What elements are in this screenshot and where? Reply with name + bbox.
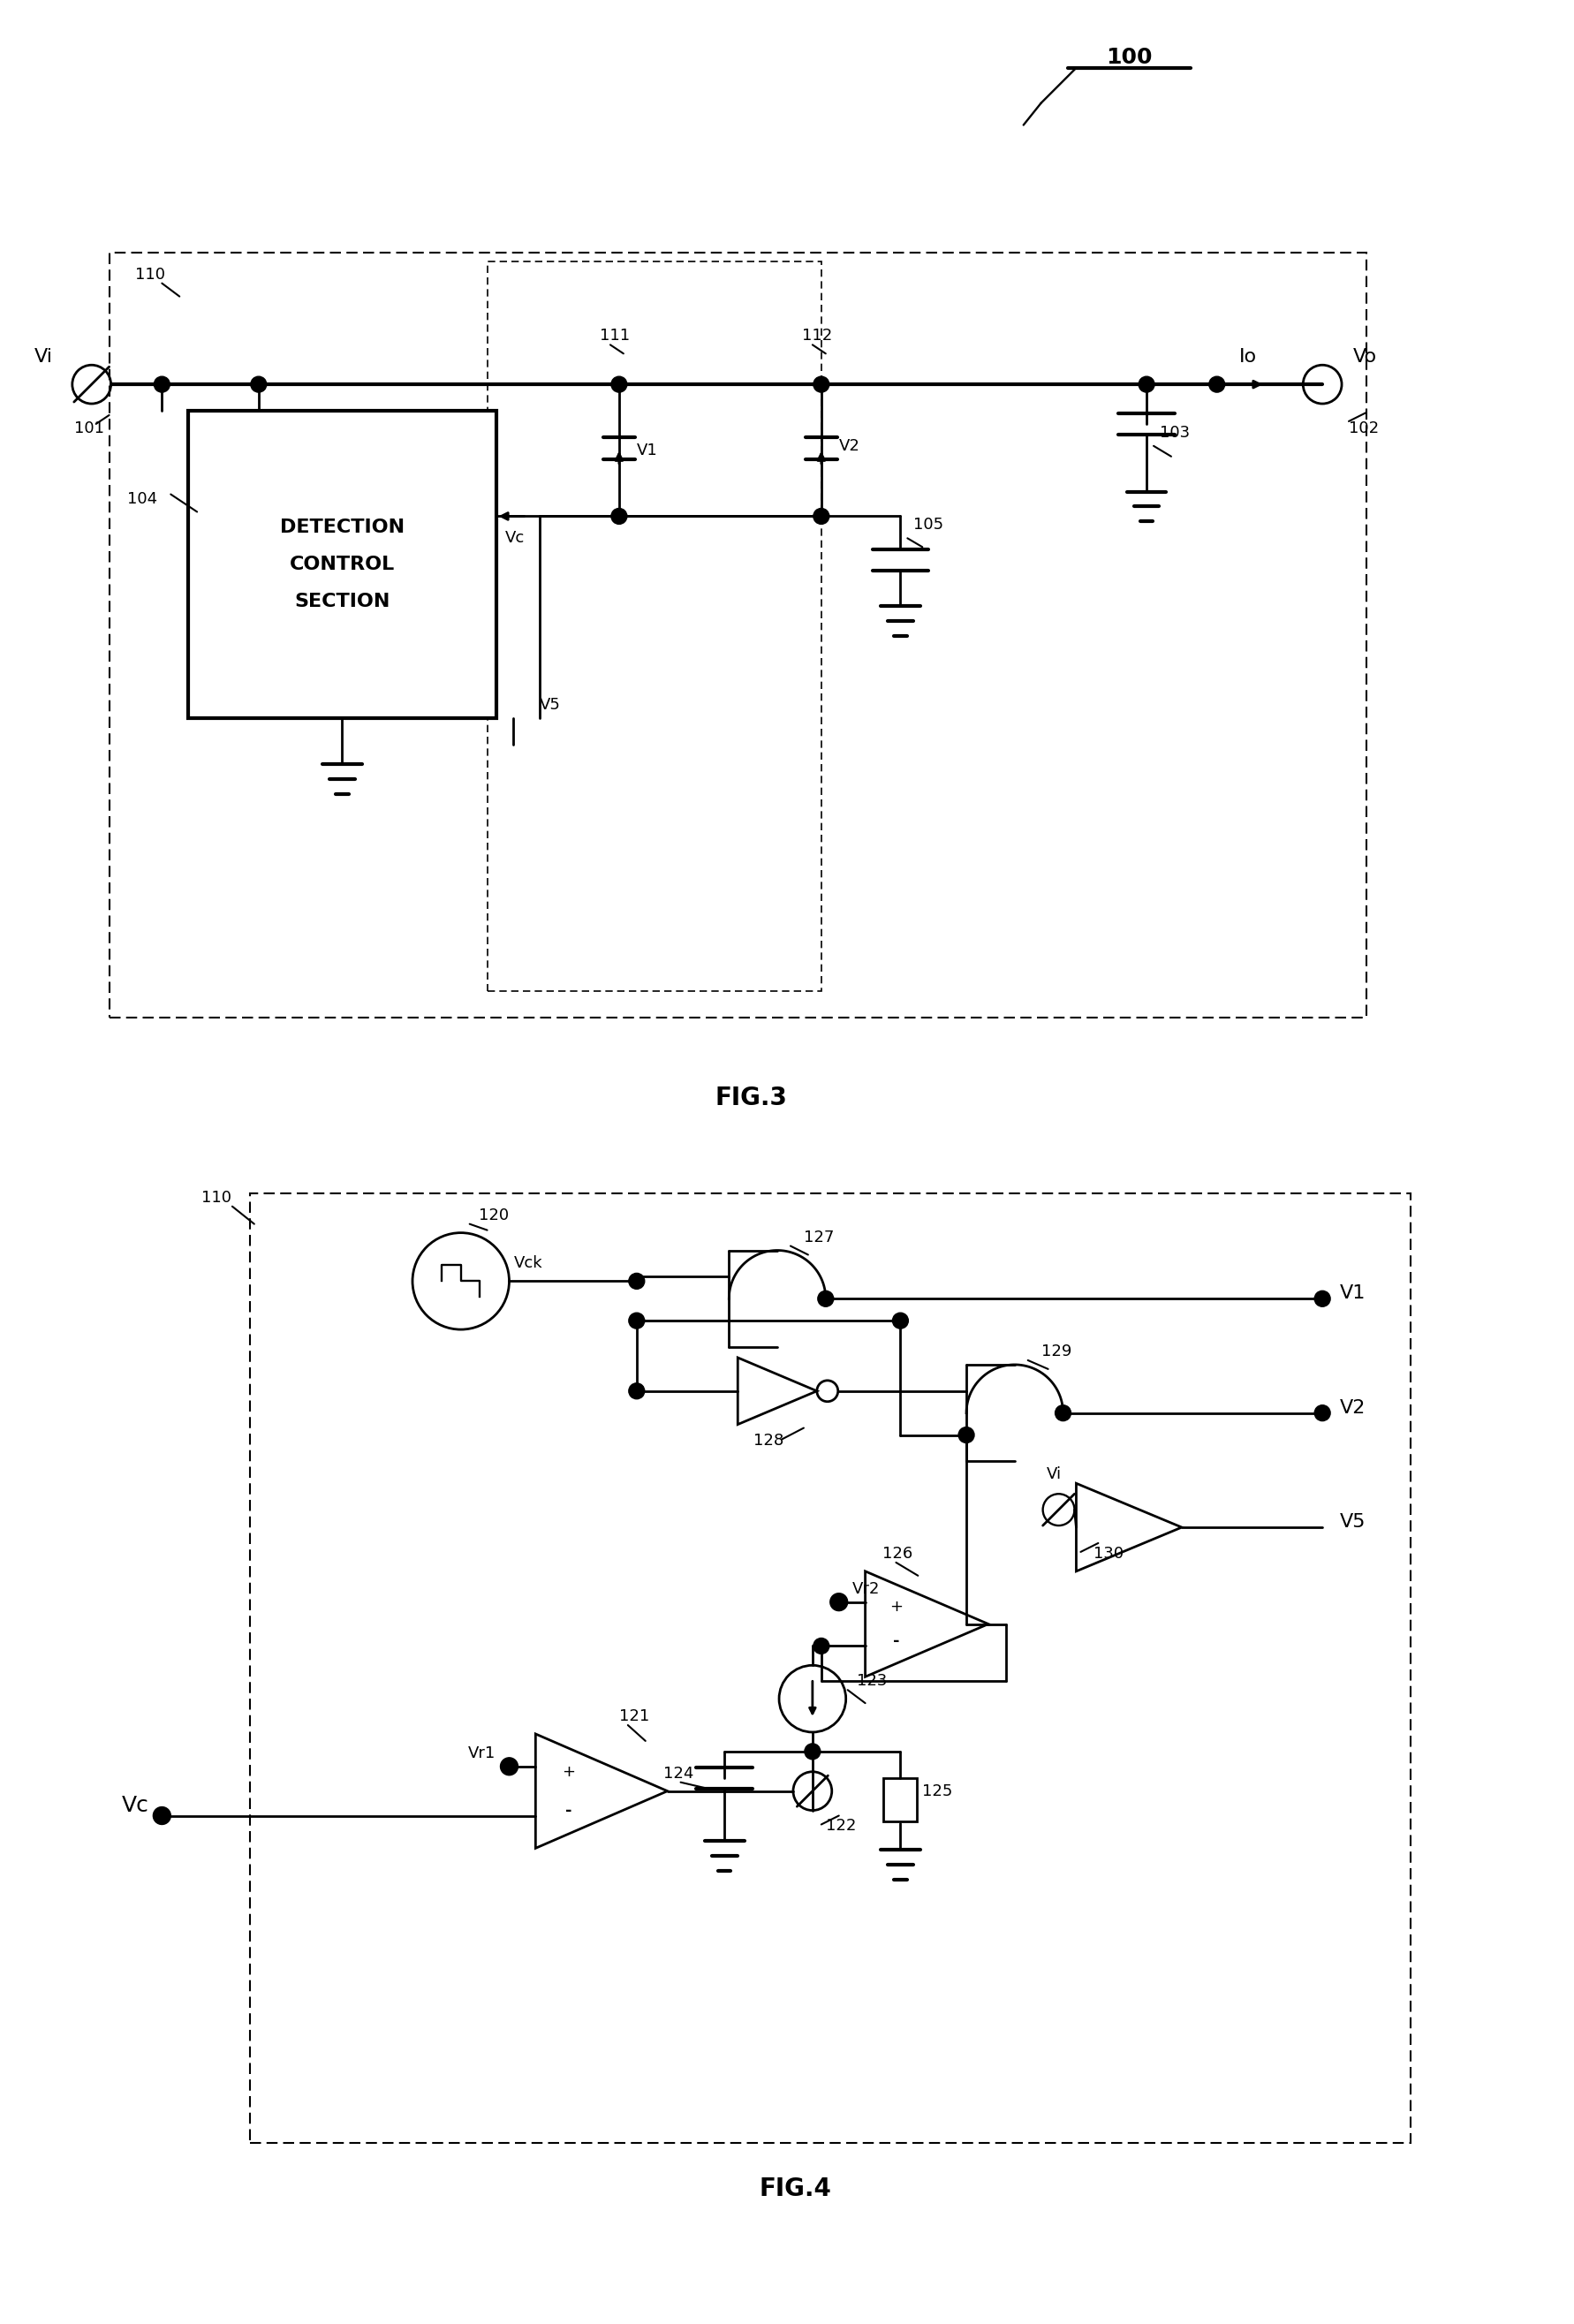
Text: 110: 110 [135, 267, 165, 284]
Bar [189, 411, 496, 718]
Text: 112: 112 [801, 328, 833, 344]
Text: V2: V2 [839, 437, 859, 453]
Circle shape [611, 376, 626, 393]
Circle shape [829, 1594, 848, 1611]
Text: 105: 105 [913, 516, 944, 532]
Text: DETECTION: DETECTION [280, 518, 405, 537]
Text: -: - [565, 1803, 571, 1817]
Text: 100: 100 [1107, 46, 1152, 67]
Bar [488, 260, 822, 990]
Text: Vc: Vc [505, 530, 524, 546]
Text: 127: 127 [804, 1229, 834, 1246]
Text: 123: 123 [856, 1673, 886, 1690]
Text: Vr2: Vr2 [852, 1580, 880, 1597]
Text: 104: 104 [127, 490, 157, 507]
Text: Vr1: Vr1 [469, 1745, 496, 1762]
Text: FIG.3: FIG.3 [715, 1085, 787, 1111]
Text: 120: 120 [478, 1206, 508, 1222]
Text: Vi: Vi [1047, 1466, 1062, 1483]
Text: +: + [562, 1764, 575, 1780]
Bar [109, 253, 1366, 1018]
Text: -: - [892, 1634, 899, 1650]
Text: 111: 111 [600, 328, 630, 344]
Text: V5: V5 [1339, 1513, 1366, 1532]
Text: 129: 129 [1040, 1343, 1072, 1360]
Text: 125: 125 [922, 1783, 952, 1799]
Circle shape [628, 1274, 645, 1290]
Text: 101: 101 [74, 421, 104, 437]
Circle shape [804, 1743, 820, 1759]
Bar [250, 1192, 1410, 2143]
Circle shape [153, 1806, 170, 1824]
Text: V1: V1 [1339, 1285, 1366, 1301]
Circle shape [1138, 376, 1154, 393]
Text: 126: 126 [883, 1545, 913, 1562]
Text: V2: V2 [1339, 1399, 1366, 1418]
Text: 110: 110 [201, 1190, 231, 1206]
Text: V5: V5 [540, 697, 560, 713]
Text: 128: 128 [754, 1434, 784, 1450]
Text: 130: 130 [1094, 1545, 1124, 1562]
Text: V1: V1 [636, 442, 658, 458]
Circle shape [814, 509, 829, 525]
Text: 122: 122 [826, 1817, 856, 1834]
Circle shape [814, 376, 829, 393]
Circle shape [959, 1427, 974, 1443]
Text: Io: Io [1239, 349, 1256, 365]
Circle shape [501, 1757, 518, 1776]
Circle shape [814, 1638, 829, 1655]
Text: Vo: Vo [1354, 349, 1377, 365]
Bar [883, 1778, 918, 1822]
Circle shape [818, 1290, 834, 1306]
Circle shape [1209, 376, 1225, 393]
Circle shape [611, 509, 626, 525]
Text: Vck: Vck [513, 1255, 543, 1271]
Text: 121: 121 [619, 1708, 650, 1724]
Text: 103: 103 [1160, 425, 1190, 442]
Text: 124: 124 [663, 1766, 694, 1783]
Text: SECTION: SECTION [294, 593, 390, 611]
Circle shape [1055, 1406, 1070, 1420]
Text: Vi: Vi [35, 349, 52, 365]
Circle shape [1314, 1290, 1330, 1306]
Text: FIG.4: FIG.4 [759, 2175, 831, 2201]
Circle shape [628, 1313, 645, 1329]
Circle shape [154, 376, 170, 393]
Circle shape [250, 376, 266, 393]
Circle shape [892, 1313, 908, 1329]
Text: CONTROL: CONTROL [290, 555, 395, 574]
Text: +: + [889, 1599, 902, 1615]
Text: Vc: Vc [121, 1794, 148, 1815]
Circle shape [1314, 1406, 1330, 1420]
Text: 102: 102 [1349, 421, 1379, 437]
Circle shape [628, 1383, 645, 1399]
